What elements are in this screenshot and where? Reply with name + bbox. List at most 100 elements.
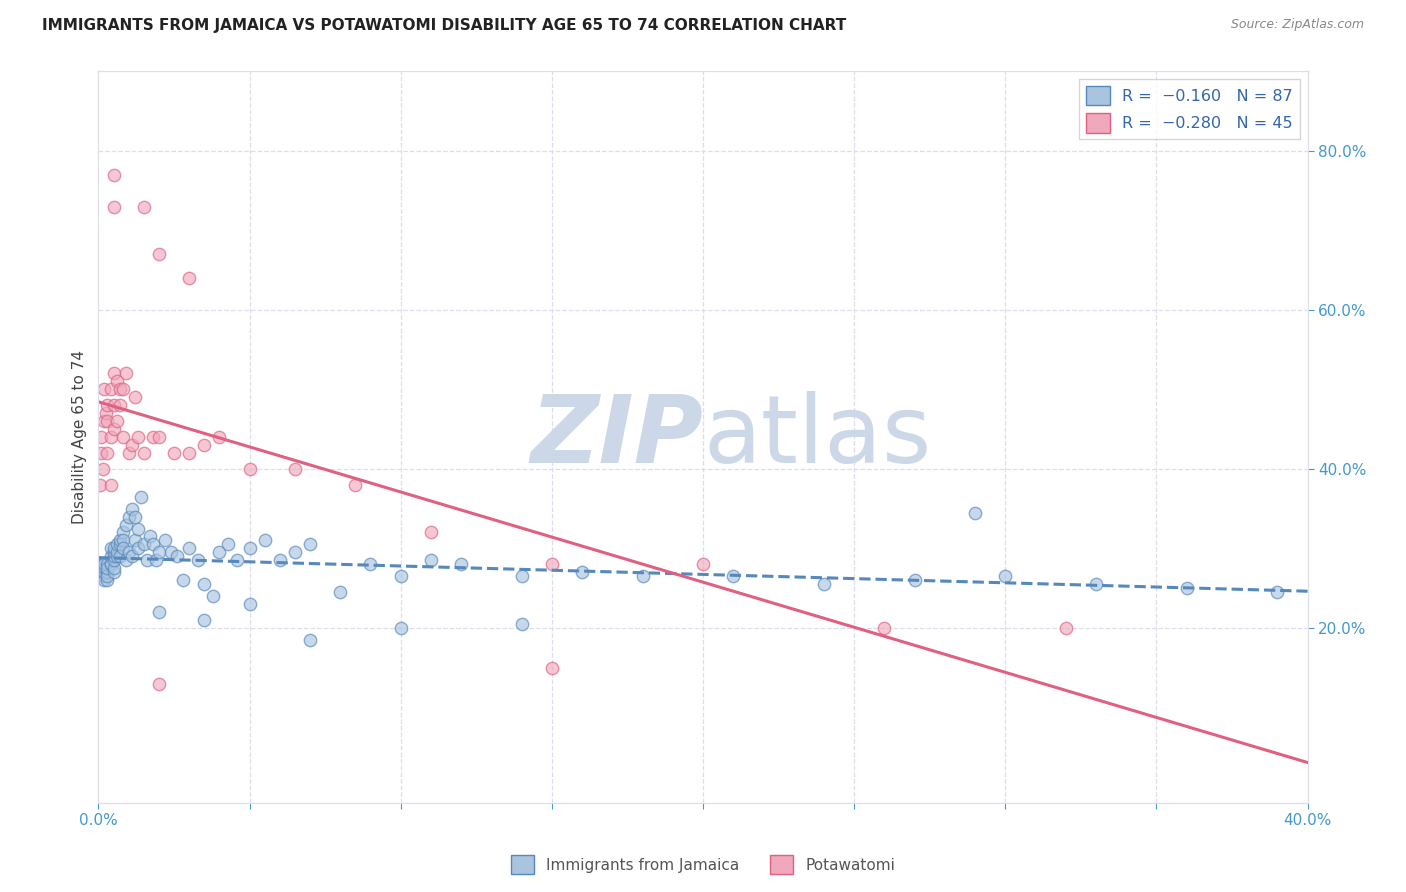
Point — [127, 521, 149, 535]
Point — [111, 525, 134, 540]
Point — [121, 549, 143, 564]
Point — [90, 566, 112, 580]
Point — [91, 558, 114, 572]
Point — [450, 558, 472, 572]
Point — [96, 414, 118, 428]
Point — [299, 537, 322, 551]
Point — [510, 569, 533, 583]
Point — [100, 477, 122, 491]
Point — [100, 549, 122, 564]
Point — [540, 558, 562, 572]
Point — [96, 569, 118, 583]
Point — [100, 541, 122, 556]
Point — [91, 462, 114, 476]
Point — [179, 541, 201, 556]
Point — [187, 553, 209, 567]
Point — [118, 545, 141, 559]
Point — [105, 549, 128, 564]
Point — [118, 509, 141, 524]
Point — [239, 462, 262, 476]
Point — [129, 490, 152, 504]
Point — [1085, 577, 1108, 591]
Text: atlas: atlas — [703, 391, 931, 483]
Point — [132, 446, 155, 460]
Point — [965, 506, 987, 520]
Point — [105, 375, 128, 389]
Point — [179, 446, 201, 460]
Point — [103, 545, 125, 559]
Point — [540, 660, 562, 674]
Point — [132, 537, 155, 551]
Point — [904, 573, 927, 587]
Point — [208, 545, 231, 559]
Point — [135, 553, 157, 567]
Point — [105, 545, 128, 559]
Point — [93, 566, 115, 580]
Point — [389, 621, 412, 635]
Point — [94, 406, 117, 420]
Point — [114, 553, 136, 567]
Point — [96, 561, 118, 575]
Point — [153, 533, 176, 548]
Point — [208, 430, 231, 444]
Point — [121, 438, 143, 452]
Point — [114, 517, 136, 532]
Point — [202, 589, 225, 603]
Point — [103, 398, 125, 412]
Point — [1054, 621, 1077, 635]
Point — [166, 549, 188, 564]
Point — [111, 430, 134, 444]
Point — [96, 446, 118, 460]
Point — [631, 569, 654, 583]
Point — [179, 271, 201, 285]
Point — [100, 558, 122, 572]
Point — [108, 549, 131, 564]
Y-axis label: Disability Age 65 to 74: Disability Age 65 to 74 — [72, 350, 87, 524]
Point — [108, 537, 131, 551]
Point — [127, 541, 149, 556]
Point — [96, 566, 118, 580]
Point — [93, 558, 115, 572]
Point — [284, 462, 307, 476]
Point — [108, 398, 131, 412]
Point — [105, 414, 128, 428]
Point — [96, 558, 118, 572]
Point — [692, 558, 714, 572]
Point — [93, 383, 115, 397]
Point — [111, 383, 134, 397]
Text: IMMIGRANTS FROM JAMAICA VS POTAWATOMI DISABILITY AGE 65 TO 74 CORRELATION CHART: IMMIGRANTS FROM JAMAICA VS POTAWATOMI DI… — [42, 18, 846, 33]
Point — [89, 566, 111, 580]
Point — [89, 477, 111, 491]
Point — [111, 541, 134, 556]
Point — [299, 632, 322, 647]
Point — [93, 573, 115, 587]
Point — [148, 605, 170, 619]
Point — [103, 566, 125, 580]
Point — [114, 367, 136, 381]
Point — [420, 525, 443, 540]
Point — [253, 533, 276, 548]
Point — [103, 553, 125, 567]
Point — [118, 446, 141, 460]
Point — [571, 566, 593, 580]
Text: ZIP: ZIP — [530, 391, 703, 483]
Point — [142, 537, 165, 551]
Point — [100, 383, 122, 397]
Point — [389, 569, 412, 583]
Point — [148, 545, 170, 559]
Point — [91, 569, 114, 583]
Point — [239, 597, 262, 611]
Point — [96, 398, 118, 412]
Point — [360, 558, 382, 572]
Point — [1175, 581, 1198, 595]
Point — [124, 533, 146, 548]
Point — [148, 430, 170, 444]
Point — [105, 537, 128, 551]
Point — [127, 430, 149, 444]
Point — [163, 446, 186, 460]
Point — [510, 616, 533, 631]
Legend: R =  −0.160   N = 87, R =  −0.280   N = 45: R = −0.160 N = 87, R = −0.280 N = 45 — [1080, 79, 1299, 139]
Point — [329, 585, 352, 599]
Point — [813, 577, 835, 591]
Point — [193, 577, 215, 591]
